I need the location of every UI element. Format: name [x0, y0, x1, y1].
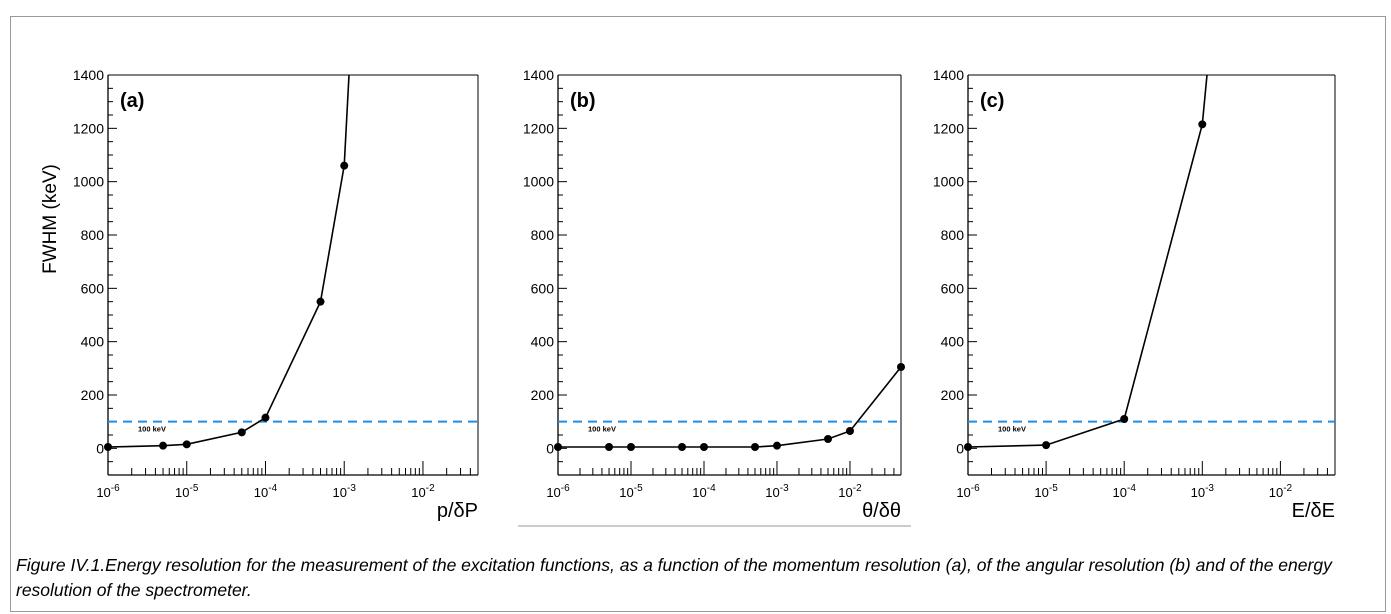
x-tick-label: 10-3 [765, 483, 789, 500]
data-point [261, 413, 270, 422]
x-tick-label: 10-4 [692, 483, 716, 500]
y-tick-label: 1200 [523, 120, 554, 136]
x-axis-label: p/δP [437, 500, 478, 522]
panel-label: (a) [120, 90, 144, 112]
panel-a-chart: 0 200 400 600 800 1000 1200 1400 10-6 10-5 10-4 10-… [40, 67, 479, 522]
data-point [605, 443, 614, 451]
series-line [107, 75, 350, 448]
x-tick-label: 10-5 [619, 483, 643, 500]
y-tick-label: 400 [81, 334, 105, 350]
y-tick-label: 800 [531, 227, 555, 243]
x-tick-label: 10-2 [838, 483, 862, 500]
x-tick-label: 10-6 [956, 483, 980, 500]
data-point [1120, 415, 1129, 423]
data-point [554, 443, 562, 451]
x-tick-label: 10-5 [175, 483, 199, 500]
threshold-label: 100 keV [588, 425, 616, 434]
x-tick-label: 10-3 [1191, 483, 1215, 500]
data-point [678, 443, 687, 451]
figure-frame [10, 16, 1386, 612]
y-axis-label: FWHM (keV) [40, 164, 61, 274]
data-point [182, 440, 191, 449]
y-tick-label: 0 [96, 440, 104, 456]
y-tick-label: 600 [941, 280, 965, 296]
y-tick-label: 0 [956, 440, 964, 456]
y-tick-label: 200 [81, 387, 105, 403]
data-point [626, 443, 635, 451]
y-tick-label: 1400 [523, 67, 554, 83]
panel-label: (c) [980, 90, 1004, 112]
data-point [340, 161, 349, 170]
data-point [1042, 441, 1051, 450]
data-point [824, 435, 833, 443]
x-tick-label: 10-3 [333, 483, 357, 500]
x-tick-label: 10-6 [546, 483, 570, 500]
data-point [237, 428, 246, 437]
y-tick-label: 200 [531, 387, 555, 403]
y-tick-label: 800 [81, 227, 105, 243]
y-tick-label: 400 [941, 334, 965, 350]
data-point [159, 441, 168, 450]
y-tick-label: 200 [941, 387, 965, 403]
y-tick-label: 600 [81, 280, 105, 296]
data-point [104, 443, 112, 451]
y-tick-label: 1200 [73, 120, 104, 136]
data-point [964, 443, 972, 451]
series-line [558, 366, 901, 448]
data-point [699, 443, 708, 451]
y-tick-label: 1000 [933, 174, 964, 190]
data-point [751, 443, 760, 451]
data-point [772, 441, 781, 450]
x-axis-label: θ/δθ [862, 500, 901, 522]
data-point [316, 297, 325, 306]
data-point [1198, 120, 1207, 129]
threshold-label: 100 keV [138, 425, 166, 434]
figure-caption: Figure IV.1.Energy resolution for the me… [16, 555, 1332, 600]
x-tick-label: 10-2 [1269, 483, 1293, 500]
x-tick-label: 10-4 [1113, 483, 1137, 500]
x-tick-label: 10-5 [1034, 483, 1058, 500]
x-tick-label: 10-4 [254, 483, 278, 500]
y-tick-label: 1200 [933, 120, 964, 136]
data-point [845, 427, 854, 435]
panel-label: (b) [570, 90, 596, 112]
x-tick-label: 10-2 [411, 483, 435, 500]
y-tick-label: 800 [941, 227, 965, 243]
panel-b-chart: 0 200 400 600 800 1000 1200 1400 10-6 10-5 10-4 10-… [518, 67, 911, 527]
y-tick-label: 1400 [933, 67, 964, 83]
data-point [897, 363, 905, 371]
y-tick-label: 600 [531, 280, 555, 296]
y-tick-label: 0 [546, 440, 554, 456]
y-tick-label: 400 [531, 334, 555, 350]
series-line [967, 75, 1208, 448]
y-tick-label: 1400 [73, 67, 104, 83]
y-tick-label: 1000 [73, 174, 104, 190]
x-axis-label: E/δE [1292, 500, 1335, 522]
x-tick-label: 10-6 [96, 483, 120, 500]
threshold-label: 100 keV [998, 425, 1026, 434]
panel-c-chart: 0 200 400 600 800 1000 1200 1400 10-6 10-5 10-4 10-… [933, 67, 1336, 522]
y-tick-label: 1000 [523, 174, 554, 190]
